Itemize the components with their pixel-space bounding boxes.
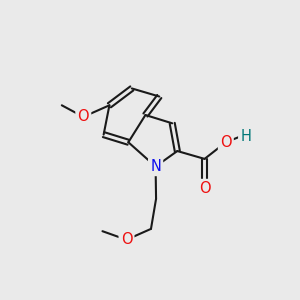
- Text: O: O: [220, 135, 232, 150]
- Text: O: O: [77, 109, 89, 124]
- Text: O: O: [121, 232, 132, 247]
- Text: N: N: [150, 159, 161, 174]
- Text: H: H: [240, 129, 251, 144]
- Text: O: O: [199, 181, 210, 196]
